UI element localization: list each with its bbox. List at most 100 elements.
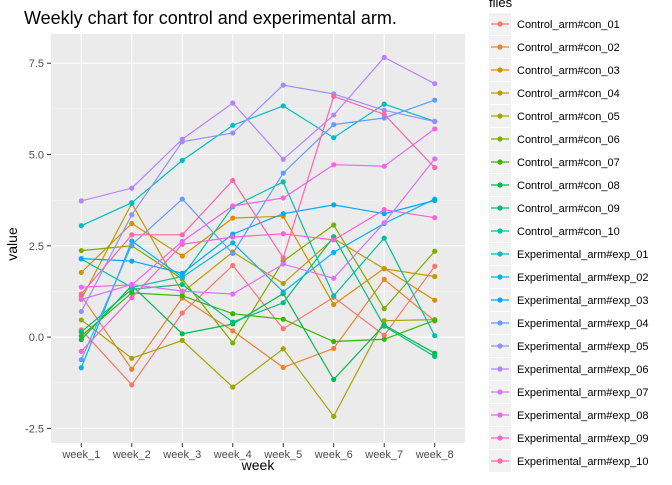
y-tick-label: -2.5 xyxy=(25,423,44,435)
legend-label: Experimental_arm#exp_09 xyxy=(517,433,648,445)
data-point xyxy=(280,255,286,261)
data-point xyxy=(230,234,236,240)
legend-label: Control_arm#con_06 xyxy=(517,134,620,146)
data-point xyxy=(280,156,286,162)
data-point xyxy=(381,318,387,324)
data-point xyxy=(381,332,387,338)
data-point xyxy=(78,365,84,371)
data-point xyxy=(230,240,236,246)
data-point xyxy=(331,93,337,100)
data-point xyxy=(230,122,236,128)
data-point xyxy=(129,232,135,238)
legend-key-point xyxy=(497,44,503,50)
legend-label: Experimental_arm#exp_08 xyxy=(517,410,648,422)
x-tick-label: week_2 xyxy=(112,449,151,461)
data-point xyxy=(179,136,185,142)
data-point xyxy=(280,195,286,201)
data-point xyxy=(78,247,84,254)
legend-key-point xyxy=(497,159,503,165)
data-point xyxy=(331,249,337,255)
data-point xyxy=(78,337,84,343)
legend-title: files xyxy=(489,0,513,10)
data-point xyxy=(432,215,438,221)
series-line xyxy=(81,199,435,274)
data-point xyxy=(381,54,387,60)
data-point xyxy=(280,364,286,371)
data-point xyxy=(432,248,438,254)
data-point xyxy=(381,276,387,282)
data-point xyxy=(381,111,387,117)
data-point xyxy=(432,81,438,87)
data-point xyxy=(179,157,185,163)
series-line xyxy=(80,95,436,295)
data-point xyxy=(78,333,84,339)
data-point xyxy=(331,237,337,243)
data-point xyxy=(129,185,135,191)
series-line xyxy=(81,158,436,301)
legend-key-point xyxy=(497,458,503,464)
legend-key-point xyxy=(497,320,503,326)
data-point xyxy=(230,100,236,106)
data-point xyxy=(129,242,135,248)
legend-label: Experimental_arm#exp_06 xyxy=(517,364,648,376)
data-point xyxy=(381,163,387,169)
data-point xyxy=(432,165,438,171)
data-point xyxy=(331,301,337,308)
data-point xyxy=(230,340,236,346)
data-point xyxy=(381,107,387,113)
data-point xyxy=(381,266,387,272)
legend-label: Control_arm#con_10 xyxy=(517,226,620,238)
data-point xyxy=(230,177,236,184)
data-point xyxy=(381,336,387,342)
legend-key-point xyxy=(497,389,503,395)
y-axis-label: value xyxy=(4,227,20,261)
x-tick-label: week_6 xyxy=(314,449,353,461)
data-point xyxy=(230,319,236,325)
data-point xyxy=(331,293,337,299)
x-tick-label: week_3 xyxy=(162,449,201,461)
data-point xyxy=(78,357,84,363)
legend-key-point xyxy=(497,21,503,27)
data-point xyxy=(381,306,387,312)
legend-label: Experimental_arm#exp_07 xyxy=(517,387,648,399)
data-point xyxy=(280,82,286,88)
legend-label: Experimental_arm#exp_01 xyxy=(517,249,648,261)
legend-label: Experimental_arm#exp_02 xyxy=(517,272,648,284)
plot-area: -2.5 0.0 2.5 5.0 7.5 week_1 week_2 week_3 week_4… xyxy=(25,34,465,461)
data-point xyxy=(230,262,236,269)
data-point xyxy=(331,275,337,281)
y-tick-label: 0.0 xyxy=(29,332,44,344)
data-point xyxy=(78,308,84,315)
data-point xyxy=(280,170,286,176)
data-point xyxy=(280,326,286,332)
data-point xyxy=(381,220,387,226)
data-point xyxy=(78,348,84,354)
data-point xyxy=(78,291,84,297)
legend-key-point xyxy=(497,90,503,96)
data-point xyxy=(179,331,185,337)
x-tick-label: week_8 xyxy=(415,449,454,461)
data-point xyxy=(230,328,236,334)
x-tick-label: week_5 xyxy=(263,449,302,461)
data-point xyxy=(129,238,135,244)
data-point xyxy=(381,207,387,213)
legend: files Control_arm#con_01 Control_arm#con_… xyxy=(489,0,648,472)
data-point xyxy=(78,255,84,262)
series-line xyxy=(80,209,435,352)
data-point xyxy=(78,329,84,335)
legend-key-point xyxy=(497,182,503,188)
legend-label: Control_arm#con_09 xyxy=(517,203,620,215)
data-point xyxy=(78,296,84,303)
legend-key-point xyxy=(497,435,503,441)
data-point xyxy=(331,202,337,208)
data-point xyxy=(432,273,438,280)
series-line xyxy=(80,198,435,369)
data-point xyxy=(129,282,135,288)
legend-key-point xyxy=(497,228,503,234)
legend-key-point xyxy=(497,412,503,418)
legend-label: Control_arm#con_07 xyxy=(517,157,620,169)
y-tick-label: 5.0 xyxy=(29,150,44,162)
legend-label: Control_arm#con_03 xyxy=(517,65,620,77)
data-point xyxy=(179,293,185,299)
